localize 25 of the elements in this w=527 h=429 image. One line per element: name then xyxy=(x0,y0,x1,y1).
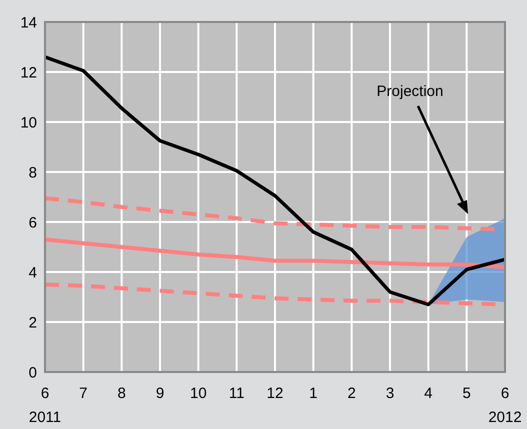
x-tick-label: 4 xyxy=(424,385,433,402)
x-tick-label: 12 xyxy=(266,385,284,402)
x-tick-label: 2 xyxy=(347,385,356,402)
x-tick-label: 10 xyxy=(190,385,207,402)
x-tick-label: 8 xyxy=(117,385,126,402)
y-tick-label: 14 xyxy=(20,14,37,32)
x-tick-label: 9 xyxy=(156,385,164,402)
x-tick-label: 6 2012 xyxy=(488,385,522,426)
x-tick-label: 11 xyxy=(228,385,244,402)
x-tick-label: 1 xyxy=(309,385,318,402)
line-series xyxy=(45,196,505,232)
y-tick-label: 12 xyxy=(20,64,37,82)
x-tick-label: 7 xyxy=(79,385,88,402)
x-tick-label: 5 xyxy=(462,385,471,402)
x-tick-label: 6 2011 xyxy=(28,385,62,426)
y-tick-label: 2 xyxy=(28,314,37,332)
line-series xyxy=(45,238,505,269)
y-tick-label: 6 xyxy=(28,214,37,232)
y-tick-label: 8 xyxy=(28,164,37,182)
line-series xyxy=(45,55,505,306)
annotation: Projection xyxy=(376,83,444,100)
y-tick-label: 4 xyxy=(28,264,37,282)
y-tick-label: 0 xyxy=(28,364,37,382)
y-tick-label: 10 xyxy=(20,114,37,132)
x-tick-label: 3 xyxy=(386,385,394,402)
